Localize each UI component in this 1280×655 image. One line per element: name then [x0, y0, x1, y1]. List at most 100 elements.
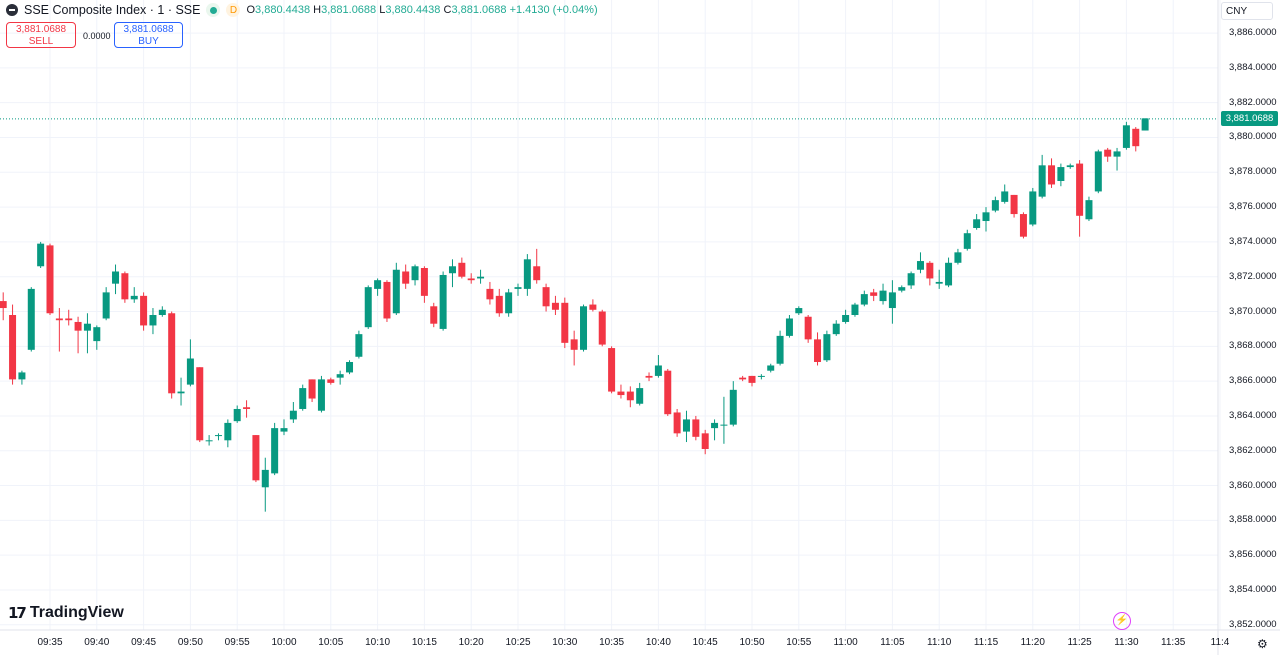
- candle: [879, 283, 887, 305]
- candle: [1141, 118, 1149, 131]
- candle: [926, 261, 934, 286]
- candle: [945, 257, 953, 288]
- candle: [767, 363, 775, 373]
- y-tick-label: 3,876.0000: [1229, 201, 1277, 213]
- candle-body: [636, 388, 644, 404]
- candle-body: [158, 309, 166, 315]
- candle-body: [374, 280, 382, 289]
- candle-body: [1094, 151, 1102, 192]
- y-tick-label: 3,864.0000: [1229, 409, 1277, 421]
- candle: [402, 264, 410, 289]
- candle: [1029, 187, 1037, 227]
- candle-body: [542, 287, 550, 307]
- candle: [93, 325, 101, 350]
- sell-price: 3,881.0688: [15, 24, 67, 35]
- candle: [776, 330, 784, 366]
- candle-body: [1104, 149, 1112, 157]
- candle-body: [907, 273, 915, 286]
- candle-body: [308, 379, 316, 399]
- candle-body: [832, 323, 840, 335]
- candle: [561, 297, 569, 349]
- candle-body: [860, 294, 868, 305]
- candle-body: [420, 268, 428, 296]
- gear-icon[interactable]: ⚙: [1257, 637, 1268, 651]
- candle-body: [654, 365, 662, 376]
- candle-body: [945, 262, 953, 286]
- candle: [898, 285, 906, 293]
- y-tick-label: 3,854.0000: [1229, 583, 1277, 595]
- candle-body: [682, 419, 690, 432]
- data-delay-badge[interactable]: D: [226, 3, 241, 17]
- candle: [243, 400, 251, 418]
- candle: [477, 269, 485, 284]
- candle: [495, 288, 503, 317]
- candle-body: [1038, 165, 1046, 197]
- tradingview-logo[interactable]: 𝟭𝟳 TradingView: [8, 604, 124, 622]
- candle: [420, 266, 428, 303]
- candle: [551, 295, 559, 315]
- candle: [795, 306, 803, 315]
- flash-icon[interactable]: ⚡: [1113, 612, 1131, 630]
- candle-body: [842, 315, 850, 322]
- candle: [1076, 160, 1084, 237]
- market-open-icon[interactable]: [206, 3, 221, 17]
- sell-button[interactable]: 3,881.0688 SELL: [6, 22, 76, 48]
- candle: [711, 419, 719, 441]
- y-tick-label: 3,874.0000: [1229, 235, 1277, 247]
- candle: [1038, 154, 1046, 199]
- candle-body: [448, 266, 456, 274]
- candle-body: [1085, 200, 1093, 220]
- candle: [860, 290, 868, 307]
- candle: [355, 330, 363, 359]
- buy-button[interactable]: 3,881.0688 BUY: [114, 22, 183, 48]
- currency-selector[interactable]: CNY: [1221, 2, 1273, 20]
- candle-body: [757, 375, 765, 377]
- candle: [570, 330, 578, 366]
- candle: [682, 410, 690, 443]
- candle-body: [720, 424, 728, 426]
- candle-body: [289, 410, 297, 420]
- candle-body: [37, 243, 45, 267]
- candle-body: [739, 377, 747, 380]
- candle-body: [280, 428, 288, 432]
- candles[interactable]: [0, 118, 1149, 512]
- candle: [214, 433, 222, 441]
- x-tick-label: 11:25: [1067, 637, 1092, 648]
- candle-body: [467, 278, 475, 281]
- candle: [289, 402, 297, 423]
- candle-body: [252, 435, 260, 481]
- candle: [168, 311, 176, 399]
- candle: [729, 381, 737, 427]
- candle-body: [55, 318, 63, 321]
- candle: [430, 302, 438, 328]
- candle-body: [973, 219, 981, 228]
- candle: [346, 360, 354, 375]
- candle: [261, 457, 269, 512]
- symbol-title[interactable]: SSE Composite Index · 1 · SSE: [24, 3, 201, 17]
- candle: [65, 309, 73, 326]
- candle: [1094, 149, 1102, 194]
- candle: [205, 435, 213, 446]
- candle: [486, 281, 494, 305]
- candle: [888, 280, 896, 324]
- candle-body: [879, 290, 887, 302]
- candle: [1104, 147, 1112, 162]
- y-tick-label: 3,880.0000: [1229, 131, 1277, 143]
- candle: [0, 292, 7, 321]
- y-tick-label: 3,882.0000: [1229, 96, 1277, 108]
- candle-body: [486, 288, 494, 300]
- candle-body: [804, 316, 812, 340]
- candle: [739, 375, 747, 382]
- candle: [9, 304, 17, 385]
- candle: [720, 396, 728, 444]
- x-tick-label: 09:45: [131, 637, 157, 648]
- candle-body: [1010, 194, 1018, 215]
- candle: [870, 288, 878, 302]
- candle-body: [1066, 165, 1074, 168]
- candle: [608, 346, 616, 394]
- candle-body: [1141, 118, 1149, 131]
- candle: [158, 306, 166, 317]
- candle-body: [9, 315, 17, 380]
- candle: [673, 408, 681, 437]
